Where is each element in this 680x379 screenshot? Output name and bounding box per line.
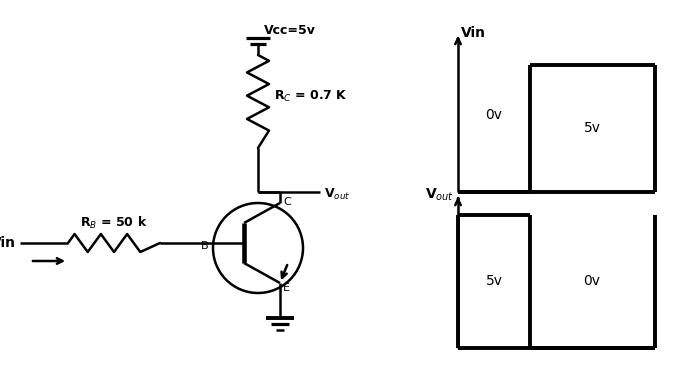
Text: R$_B$ = 50 k: R$_B$ = 50 k [80,215,148,231]
Text: V$_{out}$: V$_{out}$ [324,187,350,202]
Text: 0v: 0v [486,108,503,122]
Text: Vcc=5v: Vcc=5v [264,23,316,36]
Text: 5v: 5v [583,121,600,135]
Text: C: C [283,197,291,207]
Text: V$_{out}$: V$_{out}$ [425,187,454,203]
Text: Vin: Vin [0,236,16,250]
Text: 0v: 0v [583,274,600,288]
Text: 5v: 5v [486,274,503,288]
Text: Vin: Vin [461,26,486,40]
Text: B: B [201,241,209,251]
Text: R$_C$ = 0.7 K: R$_C$ = 0.7 K [274,88,348,103]
Text: E: E [283,283,290,293]
